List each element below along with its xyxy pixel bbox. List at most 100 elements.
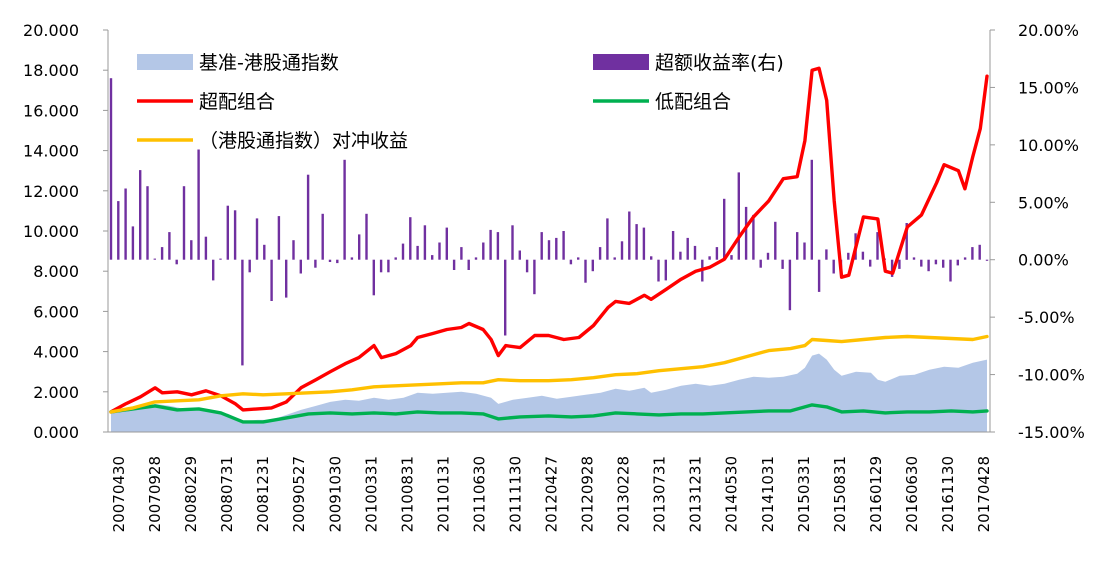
y-left-tick-label: 0.000 bbox=[33, 423, 79, 442]
excess-return-bar bbox=[971, 247, 974, 260]
excess-return-bar bbox=[723, 198, 726, 260]
excess-return-bar bbox=[628, 211, 631, 260]
excess-return-bar bbox=[752, 214, 755, 260]
x-tick-label: 20081231 bbox=[254, 456, 272, 532]
excess-return-bar bbox=[365, 213, 368, 260]
excess-return-bar bbox=[693, 245, 697, 260]
line-ffc000 bbox=[109, 334, 989, 414]
x-tick-label: 20130228 bbox=[615, 456, 633, 532]
y-left-tick-label: 8.000 bbox=[33, 262, 79, 281]
legend-label: 低配组合 bbox=[655, 91, 731, 113]
x-tick-label: 20090527 bbox=[290, 456, 308, 532]
excess-return-bar bbox=[431, 255, 434, 260]
legend-item: （港股通指数）对冲收益 bbox=[137, 130, 408, 152]
excess-return-bar bbox=[197, 149, 200, 260]
x-tick-label: 20150331 bbox=[795, 456, 813, 532]
excess-return-bar bbox=[985, 259, 989, 261]
excess-return-bar bbox=[350, 257, 354, 260]
excess-return-bar bbox=[482, 242, 485, 260]
y-right-tick-label: 0.00% bbox=[1018, 251, 1069, 270]
excess-return-bar bbox=[788, 259, 792, 311]
excess-return-bar bbox=[869, 259, 872, 267]
excess-return-bar bbox=[796, 232, 799, 260]
x-tick-label: 20160129 bbox=[867, 456, 885, 532]
portfolio-lines-layer bbox=[109, 66, 989, 424]
y-left-tick-label: 4.000 bbox=[33, 343, 79, 362]
excess-return-bar bbox=[810, 159, 813, 260]
excess-return-bar bbox=[912, 257, 916, 260]
y-right-tick-label: -15.00% bbox=[1018, 423, 1085, 442]
legend-item: 超额收益率(右) bbox=[593, 52, 784, 74]
excess-return-bar bbox=[168, 232, 171, 260]
excess-return-bar bbox=[292, 240, 295, 260]
axes-layer: 0.000 2.000 4.000 6.000 8.000 10.000 12.000 14.… bbox=[23, 21, 1085, 532]
excess-return-bar bbox=[591, 259, 594, 272]
x-tick-label: 20100331 bbox=[362, 456, 380, 532]
excess-return-bar bbox=[708, 256, 711, 260]
legend-label: 超额收益率(右) bbox=[655, 52, 784, 74]
excess-return-bar bbox=[277, 216, 281, 260]
excess-return-bar bbox=[664, 259, 667, 281]
excess-return-bar bbox=[781, 259, 784, 269]
excess-return-bar bbox=[861, 251, 865, 260]
x-tick-label: 20080731 bbox=[218, 456, 236, 532]
excess-return-bar bbox=[496, 232, 500, 260]
excess-return-bar bbox=[219, 258, 222, 260]
x-tick-label: 20080229 bbox=[182, 456, 200, 532]
excess-return-bar bbox=[409, 217, 412, 260]
excess-return-bar bbox=[650, 256, 653, 260]
excess-return-bar bbox=[233, 210, 237, 260]
excess-return-bar bbox=[336, 259, 339, 264]
excess-return-bar bbox=[598, 247, 602, 260]
y-left-tick-label: 18.000 bbox=[23, 61, 79, 80]
excess-return-bar bbox=[963, 257, 967, 260]
y-right-tick-label: 20.00% bbox=[1018, 21, 1079, 40]
y-left-tick-label: 16.000 bbox=[23, 101, 79, 120]
excess-return-bar bbox=[452, 259, 456, 270]
excess-return-bar bbox=[139, 170, 142, 260]
excess-return-bar bbox=[547, 240, 551, 260]
excess-return-bar bbox=[584, 259, 587, 283]
legend-label: （港股通指数）对冲收益 bbox=[199, 130, 408, 152]
excess-return-bar bbox=[124, 188, 127, 260]
excess-return-bar bbox=[226, 205, 229, 260]
y-right-tick-label: 5.00% bbox=[1018, 193, 1069, 212]
excess-return-bar bbox=[263, 244, 266, 260]
y-left-tick-label: 14.000 bbox=[23, 142, 79, 161]
excess-return-bar bbox=[876, 232, 879, 260]
y-left-tick-label: 2.000 bbox=[33, 383, 79, 402]
excess-return-bar bbox=[635, 224, 638, 260]
excess-return-bar bbox=[321, 213, 324, 260]
excess-return-bar bbox=[489, 229, 492, 260]
excess-return-bar bbox=[890, 259, 894, 277]
excess-return-bar bbox=[540, 232, 543, 260]
excess-return-bar bbox=[153, 258, 156, 260]
excess-return-bar bbox=[401, 243, 405, 260]
excess-return-bar bbox=[679, 251, 682, 260]
x-tick-label: 20131231 bbox=[687, 456, 705, 532]
excess-return-bar bbox=[146, 186, 149, 260]
excess-return-bar bbox=[204, 236, 208, 260]
excess-return-bar bbox=[825, 249, 828, 260]
excess-return-bar bbox=[255, 218, 259, 260]
excess-return-bar bbox=[577, 257, 580, 260]
x-tick-label: 20100831 bbox=[398, 456, 416, 532]
excess-return-bar bbox=[445, 227, 448, 260]
excess-return-bar bbox=[358, 234, 361, 260]
excess-return-bar bbox=[766, 252, 770, 260]
excess-return-bar bbox=[314, 259, 317, 268]
legend-swatch bbox=[137, 54, 193, 70]
y-right-tick-label: 10.00% bbox=[1018, 136, 1079, 155]
excess-return-bar bbox=[379, 259, 383, 273]
excess-return-bar bbox=[817, 259, 821, 292]
excess-return-bar bbox=[927, 259, 930, 272]
excess-return-bar bbox=[460, 247, 463, 260]
excess-return-bar bbox=[525, 259, 529, 273]
excess-return-bar bbox=[372, 259, 375, 296]
excess-return-bar bbox=[438, 242, 441, 260]
x-tick-label: 20120427 bbox=[543, 456, 561, 532]
x-tick-label: 20111130 bbox=[507, 456, 525, 532]
excess-return-bar bbox=[248, 259, 251, 273]
legend-swatch bbox=[593, 54, 649, 70]
